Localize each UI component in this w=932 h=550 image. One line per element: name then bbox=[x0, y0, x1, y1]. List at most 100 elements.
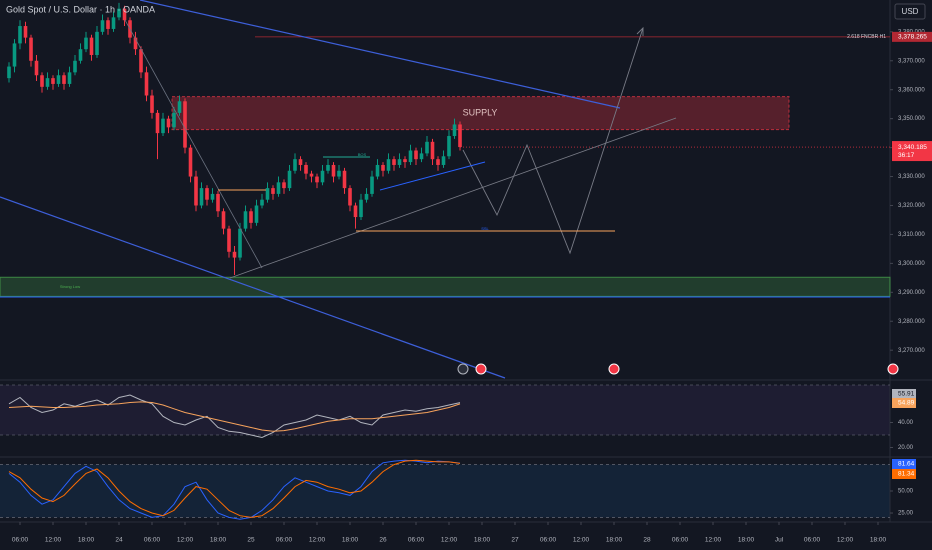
candle-body bbox=[161, 118, 165, 134]
candle-body bbox=[205, 188, 209, 200]
candle-body bbox=[447, 136, 451, 157]
candle-body bbox=[166, 118, 171, 128]
candle-body bbox=[139, 49, 143, 73]
candle-body bbox=[89, 37, 94, 55]
candle-body bbox=[73, 60, 77, 73]
countdown-label: 36:17 bbox=[898, 152, 915, 159]
x-tick-label: 12:00 bbox=[573, 537, 590, 544]
x-tick-label: 06:00 bbox=[672, 537, 689, 544]
currency-label: USD bbox=[902, 7, 919, 16]
indicator-line bbox=[8, 459, 461, 520]
x-tick-label: 18:00 bbox=[342, 537, 359, 544]
x-tick-label: 18:00 bbox=[870, 537, 887, 544]
candle-body bbox=[320, 170, 325, 183]
candle-body bbox=[155, 112, 160, 134]
value-tag bbox=[892, 469, 916, 479]
x-tick-label: 18:00 bbox=[210, 537, 227, 544]
structure-line bbox=[379, 161, 486, 191]
candle-body bbox=[227, 228, 231, 252]
annotation: BOS bbox=[358, 152, 367, 157]
drawings bbox=[0, 0, 890, 379]
x-tick-label: 12:00 bbox=[177, 537, 194, 544]
y-tick-label: 20.00 bbox=[898, 445, 914, 451]
candle-body bbox=[188, 147, 193, 177]
candle-body bbox=[133, 37, 138, 50]
candle-body bbox=[287, 170, 292, 189]
y-tick-label: 3,270.000 bbox=[898, 348, 925, 354]
value-tag-label: 81.34 bbox=[898, 471, 915, 478]
candle-body bbox=[111, 17, 116, 29]
candle-body bbox=[78, 49, 83, 61]
y-tick-label: 3,310.000 bbox=[898, 232, 925, 238]
y-tick-label: 50.00 bbox=[898, 489, 914, 495]
candle-body bbox=[106, 20, 110, 29]
candle-body bbox=[172, 112, 176, 128]
candle-body bbox=[18, 26, 22, 44]
candle-body bbox=[397, 159, 402, 165]
currency-button[interactable] bbox=[894, 3, 926, 20]
candle-body bbox=[315, 176, 319, 183]
candle-body bbox=[183, 101, 187, 148]
candle-body bbox=[51, 78, 55, 84]
x-tick-label: 26 bbox=[379, 537, 387, 544]
candle-body bbox=[375, 164, 380, 177]
candle-body bbox=[381, 164, 385, 171]
candle-body bbox=[337, 170, 341, 177]
event-icon[interactable] bbox=[475, 363, 487, 375]
candle-body bbox=[348, 188, 352, 206]
y-tick-label: 3,360.000 bbox=[898, 87, 925, 93]
x-tick-label: 06:00 bbox=[12, 537, 29, 544]
value-tag-label: 81.64 bbox=[898, 461, 915, 468]
candle-body bbox=[177, 101, 182, 113]
last-price-label: 3,340.185 bbox=[898, 144, 927, 151]
rsi-band-fill bbox=[0, 385, 890, 435]
candle-body bbox=[441, 156, 446, 165]
candle-body bbox=[144, 72, 149, 96]
x-tick-label: 12:00 bbox=[309, 537, 326, 544]
x-tick-label: 24 bbox=[115, 537, 123, 544]
candle-body bbox=[359, 199, 363, 218]
y-tick-label: 3,320.000 bbox=[898, 203, 925, 209]
event-icon[interactable] bbox=[457, 363, 469, 375]
candle-body bbox=[221, 211, 226, 229]
level-value-label: 3,378.265 bbox=[898, 34, 927, 41]
value-tag bbox=[892, 389, 916, 399]
candle-body bbox=[403, 159, 407, 163]
x-tick-label: 12:00 bbox=[705, 537, 722, 544]
stoch-band-fill bbox=[0, 464, 890, 518]
chart-title: Gold Spot / U.S. Dollar · 1h · OANDA bbox=[6, 4, 155, 14]
candle-body bbox=[353, 205, 358, 218]
candle-body bbox=[254, 205, 259, 223]
candle-body bbox=[62, 75, 66, 84]
candle-body bbox=[7, 66, 11, 79]
candle-body bbox=[95, 31, 99, 55]
y-tick-label: 3,300.000 bbox=[898, 261, 925, 267]
x-tick-label: 06:00 bbox=[804, 537, 821, 544]
x-tick-label: 12:00 bbox=[441, 537, 458, 544]
y-tick-label: 3,290.000 bbox=[898, 290, 925, 296]
candle-body bbox=[84, 37, 88, 50]
candle-body bbox=[458, 124, 462, 148]
candle-body bbox=[122, 8, 127, 21]
indicator-line bbox=[8, 394, 461, 439]
candle-body bbox=[304, 164, 308, 174]
x-tick-label: Jul bbox=[775, 537, 784, 544]
candle-body bbox=[150, 95, 154, 113]
candle-body bbox=[452, 124, 457, 137]
candle-body bbox=[342, 170, 347, 189]
candle-body bbox=[419, 153, 424, 160]
trend-line bbox=[229, 117, 677, 279]
candle-body bbox=[326, 164, 330, 171]
event-icon[interactable] bbox=[887, 363, 899, 375]
zone-label: Strong Low bbox=[60, 284, 80, 289]
candle-body bbox=[100, 20, 105, 32]
x-tick-label: 18:00 bbox=[474, 537, 491, 544]
y-tick-label: 25.00 bbox=[898, 511, 914, 517]
event-icon[interactable] bbox=[608, 363, 620, 375]
level-tag bbox=[892, 31, 932, 42]
x-tick-label: 28 bbox=[643, 537, 651, 544]
candle-body bbox=[408, 150, 413, 163]
candle-body bbox=[298, 159, 303, 165]
channel-line bbox=[139, 0, 621, 109]
